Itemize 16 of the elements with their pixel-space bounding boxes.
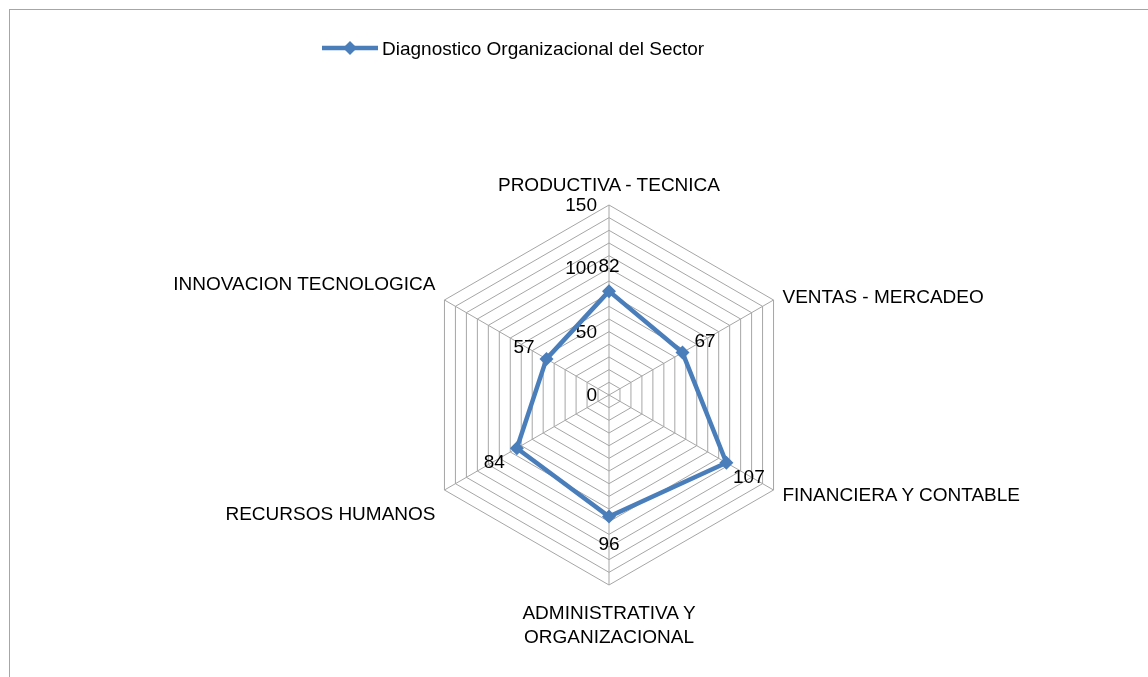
data-label: 107: [733, 465, 765, 487]
spoke-label: INNOVACION TECNOLOGICA: [173, 273, 436, 294]
data-label: 57: [513, 335, 535, 357]
y-tick-label: 150: [565, 194, 597, 215]
spoke-label: PRODUCTIVA - TECNICA: [497, 174, 721, 195]
data-label: 84: [483, 451, 506, 473]
spoke-label: ADMINISTRATIVA Y ORGANIZACIONAL: [522, 602, 696, 647]
spoke-label: VENTAS - MERCADEO: [782, 286, 984, 307]
y-tick-label: 100: [565, 257, 597, 279]
data-label: 82: [598, 255, 620, 277]
spoke-label: FINANCIERA Y CONTABLE: [782, 484, 1021, 505]
y-tick-label: 0: [586, 384, 597, 405]
data-label: 96: [598, 532, 620, 554]
legend-label: Diagnostico Organizacional del Sector: [382, 38, 705, 59]
spoke-label: RECURSOS HUMANOS: [225, 503, 436, 524]
data-label: 67: [694, 329, 716, 351]
